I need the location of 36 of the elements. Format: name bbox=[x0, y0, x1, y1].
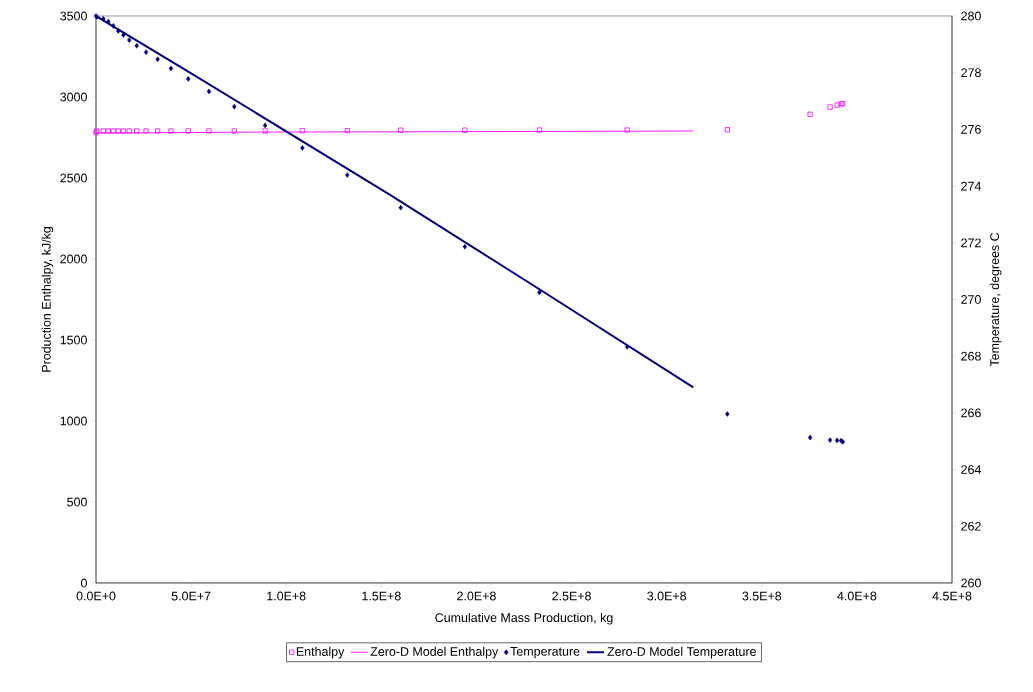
legend-label: Zero-D Model Enthalpy bbox=[370, 646, 499, 659]
y2-tick-label: 278 bbox=[961, 68, 981, 78]
y-tick-label: 0 bbox=[80, 578, 87, 588]
x-tick-label: 2.5E+8 bbox=[552, 591, 591, 601]
y2-tick-label: 260 bbox=[961, 578, 981, 588]
y-tick-label: 500 bbox=[67, 497, 87, 507]
y2-tick-label: 268 bbox=[961, 351, 981, 361]
y-tick-label: 1500 bbox=[60, 335, 87, 345]
legend-label: Temperature bbox=[510, 647, 580, 659]
x-tick-label: 3.5E+8 bbox=[742, 591, 782, 601]
x-tick-label: 1.0E+8 bbox=[267, 591, 306, 601]
y2-tick-label: 270 bbox=[961, 295, 981, 304]
y2-tick-label: 266 bbox=[961, 408, 981, 418]
x-tick-label: 5.0E+7 bbox=[171, 591, 211, 601]
x-tick-label: 4.5E+8 bbox=[932, 591, 972, 601]
x-tick-label: 0.0E+0 bbox=[76, 591, 116, 601]
legend-label: Enthalpy bbox=[296, 646, 345, 659]
y-axis-title: Production Enthalpy, kJ/kg bbox=[41, 227, 54, 372]
y-tick-label: 3000 bbox=[60, 92, 87, 102]
y2-tick-label: 272 bbox=[961, 238, 981, 248]
y2-tick-label: 280 bbox=[961, 11, 981, 21]
x-tick-label: 2.0E+8 bbox=[457, 591, 496, 601]
y-tick-label: 2000 bbox=[60, 254, 87, 264]
y2-tick-label: 274 bbox=[961, 181, 982, 191]
x-tick-label: 3.0E+8 bbox=[647, 591, 687, 601]
x-tick-label: 1.5E+8 bbox=[362, 591, 401, 601]
y2-tick-label: 264 bbox=[961, 465, 982, 474]
y-tick-label: 3500 bbox=[60, 11, 87, 21]
y-tick-label: 2500 bbox=[60, 173, 87, 183]
x-axis-title: Cumulative Mass Production, kg bbox=[435, 612, 613, 625]
y2-tick-label: 262 bbox=[961, 521, 981, 531]
y2-axis-title: Temperature, degrees C bbox=[989, 232, 1002, 367]
y2-tick-label: 276 bbox=[961, 124, 981, 134]
legend-label: Zero-D Model Temperature bbox=[607, 646, 756, 659]
y-tick-label: 1000 bbox=[60, 416, 87, 426]
x-tick-label: 4.0E+8 bbox=[837, 591, 877, 601]
